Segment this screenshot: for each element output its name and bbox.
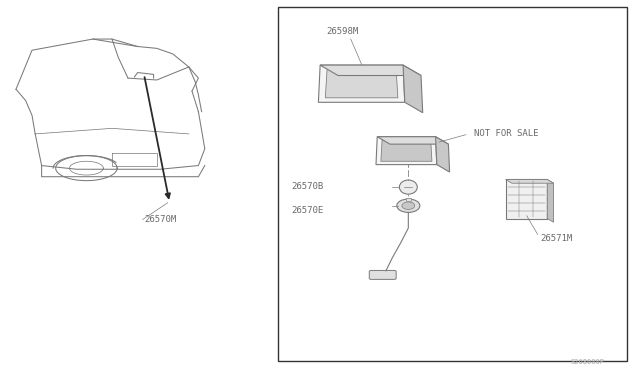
Text: 26598M: 26598M — [326, 27, 358, 36]
Circle shape — [397, 199, 420, 212]
FancyBboxPatch shape — [369, 270, 396, 279]
Polygon shape — [376, 137, 437, 165]
Polygon shape — [506, 179, 547, 219]
Bar — [278, 7, 627, 361]
Polygon shape — [506, 179, 554, 183]
Polygon shape — [377, 137, 449, 144]
Text: 26570B: 26570B — [291, 182, 323, 190]
Text: 26570M: 26570M — [144, 215, 176, 224]
Polygon shape — [320, 65, 421, 76]
Ellipse shape — [399, 180, 417, 194]
Bar — [406, 198, 411, 201]
Circle shape — [402, 202, 415, 209]
Polygon shape — [403, 65, 422, 113]
Polygon shape — [436, 137, 450, 172]
Text: 26570E: 26570E — [291, 206, 323, 215]
Text: NOT FOR SALE: NOT FOR SALE — [474, 129, 538, 138]
Polygon shape — [325, 70, 398, 98]
Text: 26571M: 26571M — [541, 234, 573, 243]
Polygon shape — [547, 179, 554, 222]
Polygon shape — [319, 65, 404, 102]
Polygon shape — [381, 140, 432, 161]
Text: S268000P: S268000P — [571, 359, 605, 365]
